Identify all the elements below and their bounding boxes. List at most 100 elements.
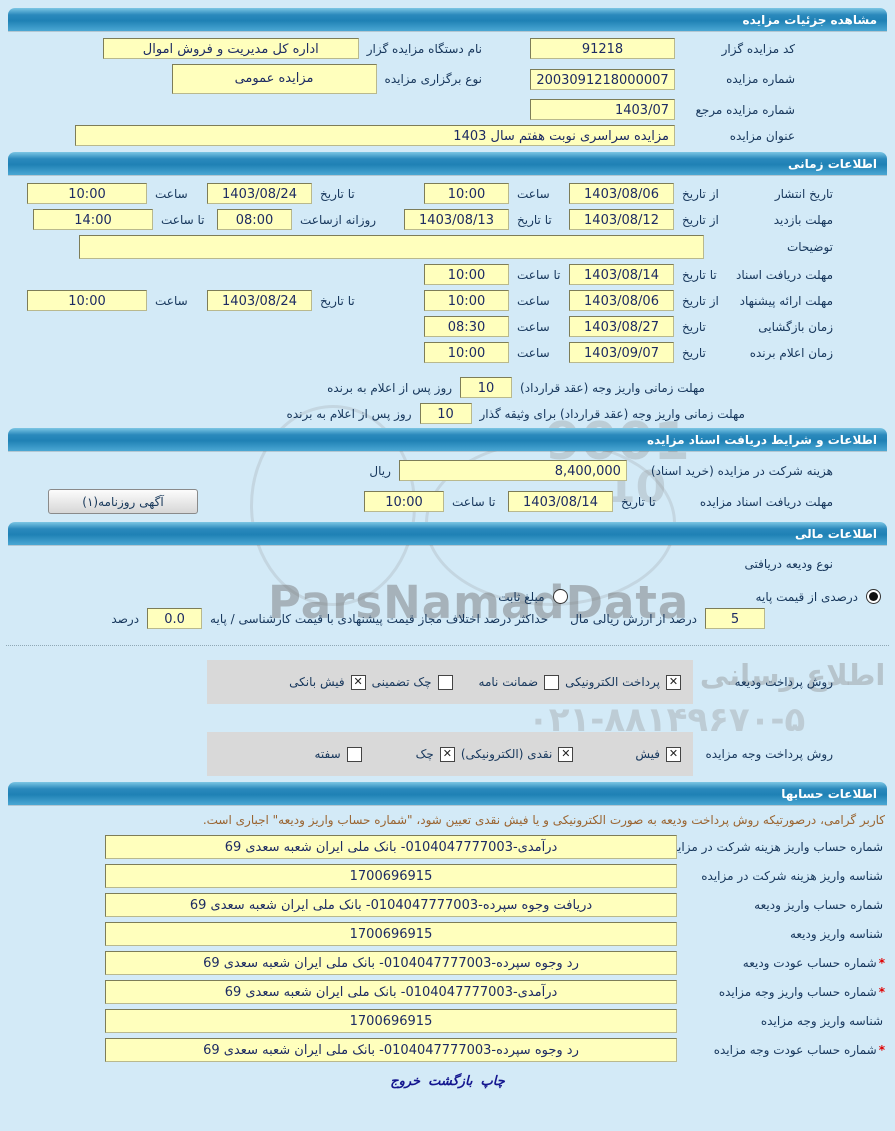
auction-payment-id-field[interactable]: 1700696915 xyxy=(105,1009,677,1033)
section-title-details: مشاهده جزئیات مزایده xyxy=(742,12,877,27)
max-diff-label: حداکثر درصد اختلاف مجاز قیمت پیشنهادی با… xyxy=(210,611,549,626)
auction-payment-account-label: شماره حساب واریز وجه مزایده xyxy=(718,985,877,999)
docs-deadline-label: مهلت دریافت اسناد مزایده xyxy=(699,494,833,509)
radio-percent-of-base[interactable] xyxy=(866,589,881,604)
radio-percent-of-base-label: درصدی از قیمت پایه xyxy=(755,589,858,604)
opening-time-field[interactable]: 08:30 xyxy=(424,316,509,337)
offer-to-time-field[interactable]: 10:00 xyxy=(27,290,147,311)
auction-title-field[interactable]: مزایده سراسری نوبت هفتم سال 1403 xyxy=(75,125,675,146)
payment-method-panel: فیش نقدی (الکترونیکی) چک سفته xyxy=(207,732,693,776)
deposit-account-field[interactable]: دریافت وجوه سپرده-0104047777003- بانک مل… xyxy=(105,893,677,917)
deposit-return-account-field[interactable]: رد وجوه سپرده-0104047777003- بانک ملی ای… xyxy=(105,951,677,975)
winner-date-field[interactable]: 1403/09/07 xyxy=(569,342,674,363)
payment-deadline-suffix: روز پس از اعلام به برنده xyxy=(327,380,453,395)
max-diff-field[interactable]: 0.0 xyxy=(147,608,203,629)
payment-deadline-days-field[interactable]: 10 xyxy=(460,377,513,398)
account-row: شناسه واریز ودیعه 1700696915 xyxy=(0,922,895,946)
checkbox-bank-receipt-label: فیش بانکی xyxy=(289,675,345,689)
auction-type-field[interactable]: مزایده عمومی xyxy=(171,64,377,94)
payment-deadline-label: مهلت زمانی واریز وجه (عقد قرارداد) xyxy=(520,380,705,395)
checkbox-guaranteed-check-label: چک تضمینی xyxy=(371,675,432,689)
account-row: * شماره حساب عودت وجه مزایده رد وجوه سپرد… xyxy=(0,1038,895,1062)
to-hour-label: تا ساعت xyxy=(517,267,561,282)
doc-receive-deadline-label: مهلت دریافت اسناد xyxy=(735,267,833,282)
deposit-percent-label: درصد از ارزش ریالی مال xyxy=(570,611,697,626)
newspaper-ad-button[interactable]: آگهی روزنامه(۱) xyxy=(48,489,198,514)
checkbox-receipt[interactable] xyxy=(666,746,681,762)
checkbox-guaranteed-check[interactable] xyxy=(437,674,453,690)
section-title-financial: اطلاعات مالی xyxy=(794,526,877,541)
visit-to-date-field[interactable]: 1403/08/13 xyxy=(404,209,509,230)
doc-receive-date-field[interactable]: 1403/08/14 xyxy=(569,264,674,285)
offer-from-time-field[interactable]: 10:00 xyxy=(424,290,509,311)
winner-time-field[interactable]: 10:00 xyxy=(424,342,509,363)
offer-from-date-field[interactable]: 1403/08/06 xyxy=(569,290,674,311)
auction-payment-account-field[interactable]: درآمدی-0104047777003- بانک ملی ایران شعب… xyxy=(105,980,677,1004)
radio-fixed-amount-label: مبلغ ثابت xyxy=(498,589,545,604)
checkbox-receipt-label: فیش xyxy=(635,747,660,761)
date-label: تاریخ xyxy=(682,345,706,360)
to-hour-label: تا ساعت xyxy=(161,212,205,227)
visit-from-time-field[interactable]: 08:00 xyxy=(217,209,292,230)
checkbox-guarantee-letter[interactable] xyxy=(544,674,560,690)
fee-account-label: شماره حساب واریز هزینه شرکت در مزایده xyxy=(665,840,883,854)
radio-fixed-amount[interactable] xyxy=(552,589,568,604)
section-header-time: اطلاعات زمانی xyxy=(8,152,887,175)
from-date-label: از تاریخ xyxy=(682,212,719,227)
publish-date-label: تاریخ انتشار xyxy=(774,186,833,201)
participation-fee-field[interactable]: 8,400,000 xyxy=(398,460,627,481)
publish-from-date-field[interactable]: 1403/08/06 xyxy=(569,183,674,204)
auction-number-label: شماره مزایده xyxy=(726,72,795,86)
checkbox-electronic-payment[interactable] xyxy=(666,674,681,690)
required-mark: * xyxy=(878,956,885,970)
print-link[interactable]: چاپ xyxy=(480,1074,505,1089)
checkbox-check[interactable] xyxy=(439,746,455,762)
section-header-details: مشاهده جزئیات مزایده xyxy=(8,8,887,31)
winner-announce-label: زمان اعلام برنده xyxy=(749,345,833,360)
hour-label: ساعت xyxy=(155,293,188,308)
docs-deadline-time-field[interactable]: 10:00 xyxy=(364,491,444,512)
visit-deadline-label: مهلت بازدید xyxy=(773,212,833,227)
org-name-label: نام دستگاه مزایده گزار xyxy=(366,41,482,56)
visit-to-time-field[interactable]: 14:00 xyxy=(33,209,153,230)
exit-link[interactable]: خروج xyxy=(390,1074,421,1089)
payment-deadline-guarantor-suffix: روز پس از اعلام به برنده xyxy=(286,406,412,421)
docs-deadline-date-field[interactable]: 1403/08/14 xyxy=(508,491,613,512)
payment-deadline-guarantor-days-field[interactable]: 10 xyxy=(419,403,472,424)
checkbox-promissory-note-label: سفته xyxy=(314,747,341,761)
checkbox-electronic-payment-label: پرداخت الکترونیکی xyxy=(565,675,660,689)
fee-account-field[interactable]: درآمدی-0104047777003- بانک ملی ایران شعب… xyxy=(105,835,677,859)
account-row: شماره حساب واریز هزینه شرکت در مزایده در… xyxy=(0,835,895,859)
fee-deposit-id-field[interactable]: 1700696915 xyxy=(105,864,677,888)
checkbox-cash-electronic[interactable] xyxy=(558,746,574,762)
doc-receive-time-field[interactable]: 10:00 xyxy=(424,264,509,285)
publish-to-date-field[interactable]: 1403/08/24 xyxy=(207,183,312,204)
org-name-field[interactable]: اداره کل مدیریت و فروش اموال xyxy=(102,38,359,59)
description-label: توضیحات xyxy=(786,240,833,254)
checkbox-bank-receipt[interactable] xyxy=(350,674,366,690)
checkbox-cash-electronic-label: نقدی (الکترونیکی) xyxy=(460,747,553,761)
hour-label: ساعت xyxy=(517,345,550,360)
auction-number-field[interactable]: 2003091218000007 xyxy=(530,68,675,90)
daily-from-hour-label: روزانه ازساعت xyxy=(300,212,377,227)
back-link[interactable]: بازگشت xyxy=(428,1074,473,1089)
participation-fee-label: هزینه شرکت در مزایده (خرید اسناد) xyxy=(650,463,833,478)
ref-number-field[interactable]: 1403/07 xyxy=(530,99,675,120)
deposit-method-label: روش پرداخت ودیعه xyxy=(734,675,833,689)
offer-to-date-field[interactable]: 1403/08/24 xyxy=(207,290,312,311)
publish-to-time-field[interactable]: 10:00 xyxy=(27,183,147,204)
publish-from-time-field[interactable]: 10:00 xyxy=(424,183,509,204)
opening-time-label: زمان بازگشایی xyxy=(758,319,833,334)
auctioneer-code-label: کد مزایده گزار xyxy=(721,41,795,56)
opening-date-field[interactable]: 1403/08/27 xyxy=(569,316,674,337)
to-date-label: تا تاریخ xyxy=(320,186,355,201)
auction-payment-return-account-field[interactable]: رد وجوه سپرده-0104047777003- بانک ملی ای… xyxy=(105,1038,677,1062)
description-field[interactable] xyxy=(79,235,704,259)
visit-from-date-field[interactable]: 1403/08/12 xyxy=(569,209,674,230)
deposit-id-field[interactable]: 1700696915 xyxy=(105,922,677,946)
checkbox-promissory-note[interactable] xyxy=(346,746,362,762)
deposit-percent-field[interactable]: 5 xyxy=(705,608,765,629)
section-title-accounts: اطلاعات حسابها xyxy=(781,786,877,801)
to-date-label: تا تاریخ xyxy=(517,212,552,227)
auctioneer-code-field[interactable]: 91218 xyxy=(530,38,675,59)
